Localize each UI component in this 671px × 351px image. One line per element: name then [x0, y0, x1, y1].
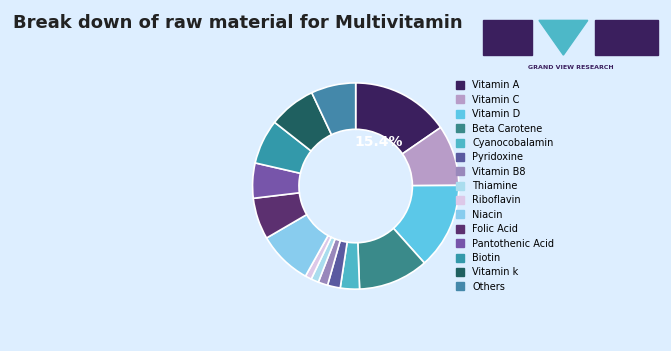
Text: GRAND VIEW RESEARCH: GRAND VIEW RESEARCH — [527, 65, 613, 70]
Text: Break down of raw material for Multivitamin: Break down of raw material for Multivita… — [13, 14, 463, 32]
Wedge shape — [393, 185, 459, 263]
Wedge shape — [266, 214, 328, 276]
Wedge shape — [274, 93, 331, 151]
Bar — [483, 20, 532, 55]
Wedge shape — [311, 237, 335, 282]
Wedge shape — [340, 242, 360, 289]
Legend: Vitamin A, Vitamin C, Vitamin D, Beta Carotene, Cyanocobalamin, Pyridoxine, Vita: Vitamin A, Vitamin C, Vitamin D, Beta Ca… — [451, 75, 559, 297]
Text: 15.4%: 15.4% — [354, 135, 403, 149]
Wedge shape — [253, 193, 307, 238]
Wedge shape — [356, 83, 441, 154]
Wedge shape — [318, 239, 340, 285]
Wedge shape — [252, 163, 301, 198]
Wedge shape — [358, 229, 424, 289]
Wedge shape — [255, 122, 311, 173]
Bar — [595, 20, 658, 55]
Wedge shape — [403, 127, 459, 186]
Wedge shape — [305, 236, 331, 279]
Wedge shape — [327, 240, 347, 288]
Polygon shape — [539, 20, 588, 55]
Wedge shape — [312, 83, 356, 135]
